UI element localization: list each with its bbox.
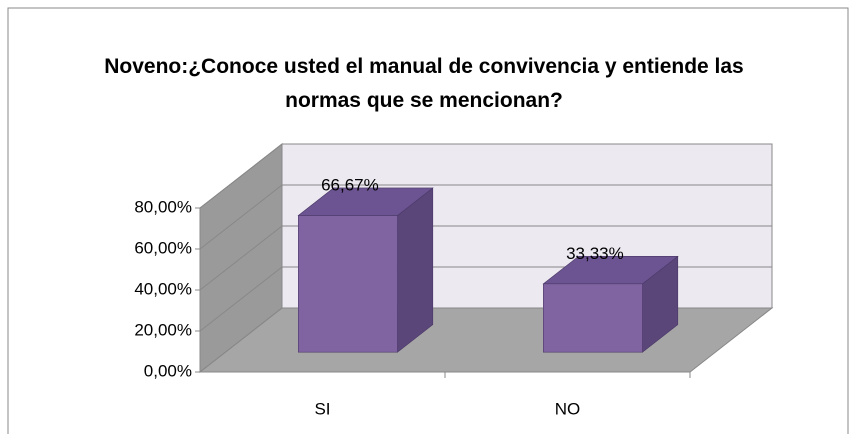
y-tick-label: 0,00% bbox=[144, 361, 192, 380]
y-tick-label: 60,00% bbox=[134, 238, 192, 257]
value-label: 66,67% bbox=[321, 175, 379, 194]
x-tick-label: NO bbox=[555, 399, 581, 418]
floor bbox=[198, 307, 774, 373]
bar bbox=[543, 283, 643, 353]
grid-line bbox=[199, 225, 772, 291]
x-tick-label: SI bbox=[314, 399, 330, 418]
bar bbox=[298, 215, 398, 353]
grid-line bbox=[199, 184, 772, 250]
bar-side bbox=[397, 187, 434, 353]
y-tick-label: 80,00% bbox=[134, 197, 192, 216]
chart-title: Noveno:¿Conoce usted el manual de conviv… bbox=[104, 55, 744, 112]
grid-line bbox=[199, 143, 772, 209]
value-label: 33,33% bbox=[566, 244, 624, 263]
y-tick-label: 40,00% bbox=[134, 279, 192, 298]
chart-border bbox=[7, 7, 849, 434]
y-tick-label: 20,00% bbox=[134, 320, 192, 339]
